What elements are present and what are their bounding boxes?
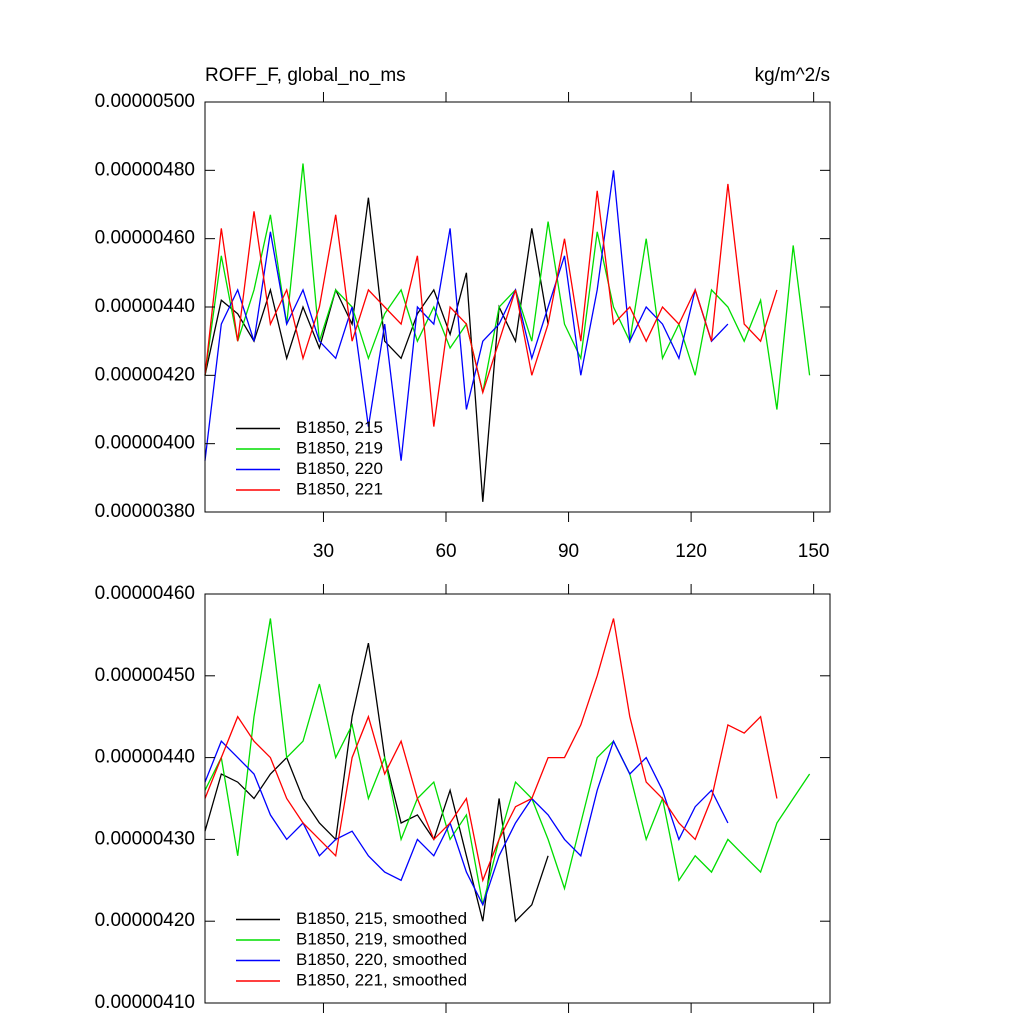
plot-frame: [204, 593, 831, 1004]
chart-title: ROFF_F, global_no_ms: [205, 65, 406, 86]
series-line: [204, 618, 811, 905]
y-tick-label: 0.00000400: [95, 433, 195, 454]
y-tick-label: 0.00000420: [95, 364, 195, 385]
series-line: [204, 163, 811, 410]
series-line: [204, 197, 549, 502]
series-line: [204, 618, 778, 883]
units-label: kg/m^2/s: [755, 65, 830, 86]
series-line: [204, 642, 549, 923]
legend-label: B1850, 215, smoothed: [296, 909, 467, 928]
legend-label: B1850, 219: [296, 438, 383, 457]
legend-label: B1850, 221: [296, 479, 383, 498]
x-tick-label: 60: [435, 541, 456, 562]
legend-label: B1850, 219, smoothed: [296, 929, 467, 948]
y-tick-label: 0.00000460: [95, 583, 195, 604]
y-tick-label: 0.00000430: [95, 828, 195, 849]
series-line: [204, 739, 729, 907]
y-tick-label: 0.00000480: [95, 159, 195, 180]
y-tick-label: 0.00000460: [95, 228, 195, 249]
series-line: [204, 170, 729, 461]
legend-label: B1850, 220: [296, 459, 383, 478]
x-tick-label: 150: [798, 541, 830, 562]
legend-label: B1850, 220, smoothed: [296, 950, 467, 969]
x-tick-label: 30: [313, 541, 334, 562]
x-tick-label: 120: [675, 541, 707, 562]
y-tick-label: 0.00000440: [95, 296, 195, 317]
y-tick-label: 0.00000500: [95, 91, 195, 112]
y-tick-label: 0.00000440: [95, 747, 195, 768]
y-tick-label: 0.00000380: [95, 501, 195, 522]
series-line: [204, 183, 778, 427]
y-tick-label: 0.00000410: [95, 992, 195, 1013]
x-tick-label: 90: [558, 541, 579, 562]
y-tick-label: 0.00000450: [95, 665, 195, 686]
y-tick-label: 0.00000420: [95, 910, 195, 931]
legend-label: B1850, 215: [296, 418, 383, 437]
legend-label: B1850, 221, smoothed: [296, 970, 467, 989]
